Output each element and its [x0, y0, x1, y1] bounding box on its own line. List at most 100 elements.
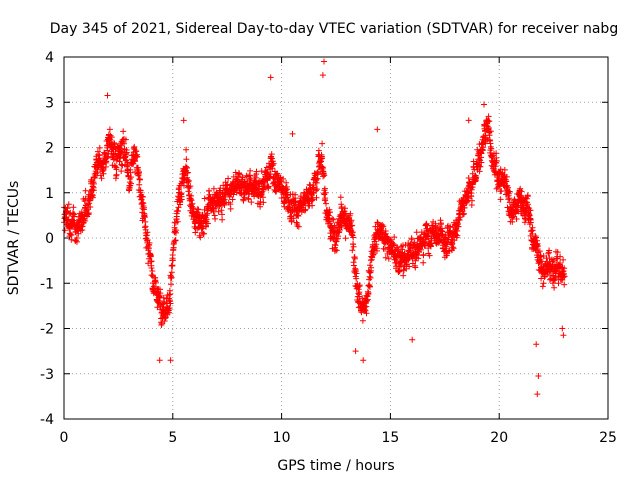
data-point: [301, 207, 308, 214]
data-point: [538, 253, 544, 260]
data-point: [133, 148, 140, 154]
data-point: [529, 227, 536, 234]
data-point: [148, 265, 155, 271]
data-point: [423, 220, 430, 227]
data-point: [337, 194, 344, 201]
data-point: [183, 146, 190, 153]
data-point: [313, 179, 320, 186]
data-point: [225, 175, 232, 182]
data-point: [449, 244, 456, 251]
data-point: [131, 143, 138, 150]
data-point: [488, 145, 495, 152]
data-point: [353, 275, 360, 282]
data-point: [245, 196, 252, 203]
data-point: [379, 221, 386, 228]
data-point: [128, 180, 134, 187]
data-point: [167, 357, 174, 364]
data-point: [554, 249, 561, 256]
data-point: [322, 195, 329, 202]
data-point: [464, 194, 471, 201]
data-point: [255, 186, 261, 193]
data-point: [158, 320, 165, 327]
data-point: [350, 262, 357, 269]
data-point: [539, 283, 546, 290]
data-point: [174, 208, 181, 215]
data-point: [459, 211, 466, 218]
data-point: [149, 268, 156, 274]
data-point: [210, 185, 217, 192]
data-point: [420, 259, 427, 266]
data-point: [485, 113, 492, 120]
data-point: [219, 211, 225, 218]
data-point: [183, 156, 190, 163]
data-point: [504, 204, 511, 211]
data-point: [368, 267, 375, 274]
data-point: [473, 174, 480, 181]
data-point: [382, 228, 389, 234]
data-point: [560, 270, 567, 277]
data-point: [400, 272, 407, 279]
data-point: [492, 163, 499, 170]
data-point: [350, 234, 357, 241]
data-point: [67, 231, 74, 238]
data-point: [353, 270, 360, 277]
data-point: [157, 290, 164, 297]
data-point: [349, 229, 356, 236]
data-point: [120, 128, 127, 135]
data-point: [64, 204, 71, 211]
data-point: [253, 168, 260, 175]
data-point: [289, 130, 296, 137]
data-point: [295, 213, 302, 219]
data-point: [224, 181, 231, 188]
data-point: [535, 373, 542, 379]
data-point: [169, 257, 176, 264]
data-point: [87, 204, 94, 210]
data-point: [533, 341, 540, 348]
data-point: [363, 303, 370, 310]
data-point: [321, 58, 327, 65]
data-point: [477, 163, 484, 170]
data-point: [363, 310, 370, 317]
data-point: [160, 294, 167, 301]
data-point: [426, 252, 433, 259]
data-point: [75, 230, 82, 237]
data-point: [355, 286, 362, 293]
data-point: [333, 247, 340, 254]
data-point: [319, 155, 325, 161]
data-point: [327, 209, 333, 216]
data-point: [493, 157, 500, 164]
data-point: [469, 197, 475, 204]
data-point: [195, 206, 202, 213]
data-point: [524, 192, 531, 199]
data-point: [329, 215, 336, 222]
data-point: [134, 153, 141, 160]
data-point: [302, 206, 309, 213]
data-point: [178, 196, 185, 203]
data-point: [190, 205, 197, 211]
data-point: [197, 234, 204, 241]
data-point: [187, 183, 194, 190]
data-point: [173, 229, 179, 236]
data-point: [465, 117, 472, 124]
data-point: [347, 210, 354, 217]
data-point: [166, 305, 173, 311]
data-point: [146, 239, 153, 246]
data-point: [319, 72, 326, 79]
data-point: [126, 185, 133, 192]
data-point: [320, 171, 327, 178]
data-point: [227, 205, 234, 212]
data-point: [267, 74, 274, 81]
y-axis-label: SDTVAR / TECUs: [6, 181, 22, 296]
data-point: [98, 175, 105, 182]
data-point: [268, 155, 275, 162]
data-point: [348, 217, 355, 224]
data-point: [200, 230, 207, 237]
data-point: [463, 199, 470, 206]
data-point: [283, 179, 290, 186]
data-point: [555, 280, 562, 287]
data-point: [319, 140, 326, 147]
data-point: [314, 175, 321, 182]
data-point: [295, 223, 302, 230]
data-point: [95, 151, 102, 158]
data-point: [82, 217, 89, 224]
